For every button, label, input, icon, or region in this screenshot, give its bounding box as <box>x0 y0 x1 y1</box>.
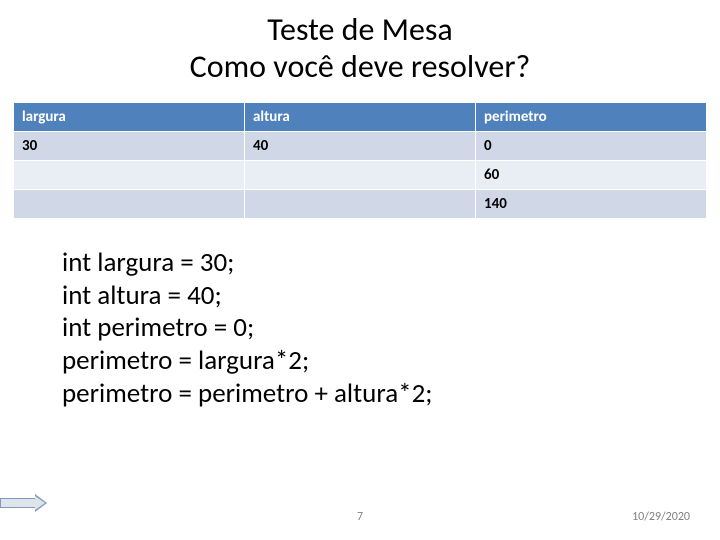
cell <box>14 160 245 189</box>
slide-title: Teste de Mesa Como você deve resolver? <box>0 0 720 96</box>
trace-table: largura altura perimetro 30 40 0 60 140 <box>13 102 707 219</box>
cell: 0 <box>476 131 707 160</box>
code-line: int altura = 40; <box>62 280 720 313</box>
code-line: int perimetro = 0; <box>62 312 720 345</box>
code-line: perimetro = perimetro + altura*2; <box>62 378 720 411</box>
cell <box>14 189 245 218</box>
col-header-largura: largura <box>14 102 245 131</box>
table-header-row: largura altura perimetro <box>14 102 707 131</box>
slide-number: 7 <box>357 510 363 524</box>
slide-date: 10/29/2020 <box>632 510 690 524</box>
table-row: 60 <box>14 160 707 189</box>
code-line: perimetro = largura*2; <box>62 345 720 378</box>
cell <box>245 160 476 189</box>
cell: 30 <box>14 131 245 160</box>
table-row: 140 <box>14 189 707 218</box>
title-line-1: Teste de Mesa <box>0 12 720 49</box>
cell: 60 <box>476 160 707 189</box>
cell <box>245 189 476 218</box>
cell: 40 <box>245 131 476 160</box>
cell: 140 <box>476 189 707 218</box>
code-block: int largura = 30; int altura = 40; int p… <box>62 247 720 412</box>
col-header-altura: altura <box>245 102 476 131</box>
slide-footer: 7 10/29/2020 <box>0 510 720 530</box>
title-line-2: Como você deve resolver? <box>0 49 720 86</box>
table-row: 30 40 0 <box>14 131 707 160</box>
code-line: int largura = 30; <box>62 247 720 280</box>
col-header-perimetro: perimetro <box>476 102 707 131</box>
